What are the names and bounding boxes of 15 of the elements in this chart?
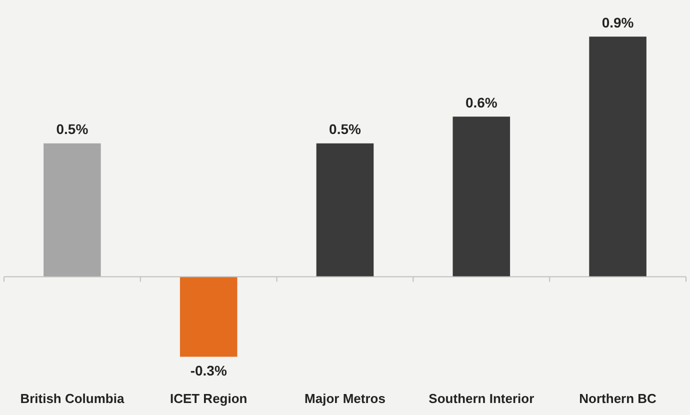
bar: [589, 36, 646, 277]
data-label: 0.6%: [465, 94, 498, 111]
bar: [180, 276, 238, 357]
bar: [452, 116, 510, 277]
x-tick-label: Southern Interior: [428, 390, 534, 406]
x-tick-label: Major Metros: [304, 390, 386, 406]
data-label: 0.5%: [329, 121, 362, 138]
data-label: 0.9%: [602, 14, 634, 31]
data-label: -0.3%: [190, 362, 228, 379]
bar: [44, 143, 101, 277]
x-tick-label: Northern BC: [579, 390, 658, 406]
bar: [316, 143, 374, 277]
x-tick-label: British Columbia: [20, 390, 125, 406]
x-tick-label: ICET Region: [170, 390, 248, 406]
data-label: 0.5%: [56, 121, 89, 138]
